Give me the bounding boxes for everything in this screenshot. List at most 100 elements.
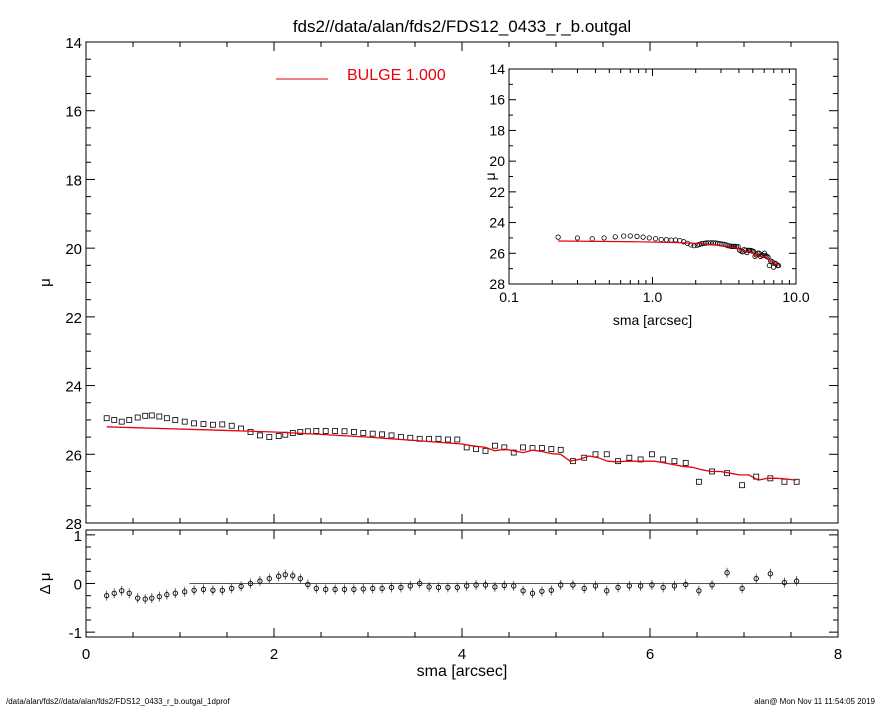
data-point [118,418,125,425]
data-point [228,422,235,429]
residual-point [454,584,460,591]
data-point [603,451,610,458]
data-point [350,429,357,435]
residual-point [313,585,319,592]
inset-data-point [725,243,731,249]
data-point [219,421,226,428]
data-point [660,456,667,463]
residual-point [539,588,545,594]
data-point [539,445,545,452]
inset-data-point [705,240,711,246]
x-tick-label: 10.0 [782,289,809,305]
data-point [163,415,170,422]
y-tick-label: 28 [489,276,505,292]
inset-data-point [696,241,702,248]
data-point [548,446,555,453]
data-point [111,417,118,423]
data-point [637,456,644,463]
residual-point [351,586,357,592]
inset-data-point [646,235,652,241]
footer-timestamp: alan@ Mon Nov 11 11:54:05 2019 [754,697,875,706]
residual-point [637,583,644,589]
residual-point [696,588,702,594]
inset-data-point [752,253,758,259]
residual-point [297,575,303,582]
y-tick-label: 20 [65,241,82,258]
residual-point [660,584,666,591]
data-point [379,431,386,438]
residual-point [119,588,125,594]
residual-point [200,586,207,592]
inset-data-point [612,234,618,240]
residual-point [290,573,296,579]
x-tick-label: 2 [270,646,278,663]
y-tick-label: 0 [74,577,82,594]
x-tick-label: 4 [458,646,466,663]
x-tick-label: 0.1 [499,289,519,305]
residual-point [581,585,587,592]
data-point [501,444,508,451]
residual-point [753,575,759,582]
data-point [369,430,376,437]
inset-data-point [730,243,736,249]
residual-point [360,586,366,592]
x-axis-label: sma [arcsec] [417,663,508,680]
inset-data-point [703,240,709,246]
data-point [388,432,395,439]
y-tick-label: 16 [65,104,82,121]
x-tick-label: 0 [82,646,90,663]
residual-point [219,587,225,593]
residual-point [445,584,451,591]
residual-point [282,572,288,578]
data-point [648,451,655,458]
residual-point [417,580,423,587]
x-tick-label: 1.0 [643,289,663,305]
residual-point [482,582,489,588]
residual-point [191,587,197,593]
data-point [360,430,367,436]
y-tick-label: 26 [489,245,505,261]
y-tick-label: 24 [65,379,82,396]
residual-point [781,579,788,586]
y-axis-label: Δ μ [37,572,54,594]
residual-point [426,584,432,590]
data-point [491,442,498,449]
residual-point [511,583,517,589]
residual-point [210,587,216,593]
inset-data-point [555,234,561,240]
residual-point [164,592,170,598]
x-tick-label: 8 [834,646,842,663]
data-point [682,459,689,466]
y-tick-label: 1 [74,528,82,545]
data-point [435,435,442,442]
x-axis-label: sma [arcsec] [613,312,692,328]
data-point [454,436,461,443]
data-point [156,413,163,420]
legend-label: BULGE 1.000 [347,67,446,84]
y-tick-label: 24 [489,215,505,231]
data-point [793,478,800,485]
data-point [581,454,588,461]
data-point [510,449,517,456]
residual-point [683,581,689,588]
data-point [200,421,207,427]
residual-point [257,578,263,584]
inset-data-point [652,236,659,242]
data-point [209,421,216,428]
residual-point [520,588,526,594]
y-tick-label: 18 [65,172,82,189]
data-point [275,433,282,439]
residual-point [149,595,155,601]
residual-point [709,582,715,588]
residual-point [370,585,376,592]
residual-point [238,583,244,590]
residual-point [592,583,599,589]
y-axis-label: μ [482,172,498,180]
residual-point [435,584,442,591]
residual-point [388,584,395,591]
chart-title: fds2//data/alan/fds2/FDS12_0433_r_b.outg… [293,17,631,36]
y-tick-label: 22 [65,310,82,327]
data-point [739,482,746,489]
